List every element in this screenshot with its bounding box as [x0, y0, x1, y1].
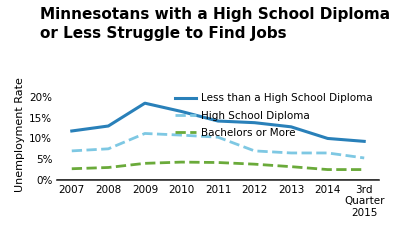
Bachelors or More: [69, 167, 74, 170]
High School Diploma: [252, 150, 257, 152]
Bachelors or More: [362, 168, 367, 171]
Bachelors or More: [142, 162, 147, 165]
Less than a High School Diploma: [106, 125, 111, 127]
Bachelors or More: [179, 161, 184, 164]
Less than a High School Diploma: [289, 125, 294, 128]
Less than a High School Diploma: [252, 121, 257, 124]
Less than a High School Diploma: [325, 137, 330, 140]
High School Diploma: [142, 132, 147, 135]
High School Diploma: [325, 152, 330, 154]
Y-axis label: Unemployment Rate: Unemployment Rate: [15, 77, 25, 192]
Less than a High School Diploma: [362, 140, 367, 143]
Less than a High School Diploma: [179, 110, 184, 113]
Line: Bachelors or More: Bachelors or More: [72, 162, 364, 170]
Bachelors or More: [289, 165, 294, 168]
High School Diploma: [216, 136, 220, 139]
Line: High School Diploma: High School Diploma: [72, 134, 364, 158]
Bachelors or More: [325, 168, 330, 171]
Text: Minnesotans with a High School Diploma
or Less Struggle to Find Jobs: Minnesotans with a High School Diploma o…: [40, 7, 390, 41]
High School Diploma: [106, 147, 111, 150]
Less than a High School Diploma: [216, 120, 220, 122]
Bachelors or More: [216, 161, 220, 164]
Less than a High School Diploma: [69, 130, 74, 132]
Legend: Less than a High School Diploma, High School Diploma, Bachelors or More: Less than a High School Diploma, High Sc…: [171, 89, 377, 142]
Bachelors or More: [252, 163, 257, 166]
Line: Less than a High School Diploma: Less than a High School Diploma: [72, 103, 364, 141]
Less than a High School Diploma: [142, 102, 147, 105]
High School Diploma: [289, 152, 294, 154]
High School Diploma: [362, 157, 367, 159]
High School Diploma: [69, 150, 74, 152]
High School Diploma: [179, 134, 184, 137]
Bachelors or More: [106, 166, 111, 169]
